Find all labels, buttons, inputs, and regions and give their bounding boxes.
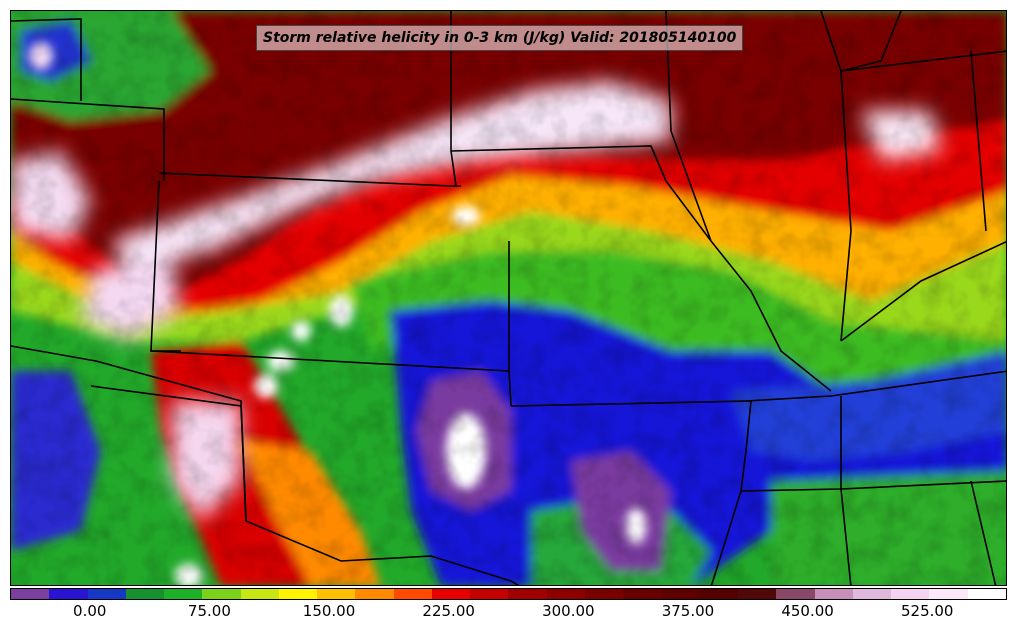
- colorbar-tick-label: 300.00: [542, 602, 595, 620]
- border-sd-ne: [158, 172, 461, 187]
- border-wi-mi: [820, 11, 902, 72]
- colorbar-segment: [929, 589, 968, 599]
- border-mt: [11, 18, 82, 101]
- colorbar-tick-label: 375.00: [661, 602, 715, 620]
- colorbar-segment: [355, 589, 394, 599]
- colorbar-tick-label: 75.00: [187, 602, 231, 620]
- colorbar: [10, 588, 1007, 600]
- colorbar-segment: [317, 589, 356, 599]
- colorbar-segment: [11, 589, 50, 599]
- colorbar-segment: [393, 589, 432, 599]
- colorbar-segment: [87, 589, 126, 599]
- border-ar-tn: [745, 370, 1006, 402]
- colorbar-segment: [278, 589, 318, 599]
- colorbar-segment: [891, 589, 930, 599]
- border-mo-il: [710, 240, 832, 392]
- colorbar-segment: [814, 589, 853, 599]
- border-ia-il: [665, 11, 712, 242]
- map-title: Storm relative helicity in 0-3 km (J/kg)…: [256, 25, 744, 51]
- colorbar-segment: [623, 589, 662, 599]
- border-ia-mo: [450, 145, 712, 242]
- colorbar-segment: [240, 589, 279, 599]
- colorbar-segment: [967, 589, 1006, 599]
- colorbar-tick-label: 150.00: [302, 602, 356, 620]
- colorbar-tick-label: 0.00: [73, 602, 107, 620]
- colorbar-segment: [125, 589, 165, 599]
- helicity-field-svg: [11, 11, 1006, 585]
- colorbar-segment: [852, 589, 892, 599]
- border-il-in: [840, 70, 852, 342]
- colorbar-tick-label: 525.00: [900, 602, 954, 620]
- colorbar-segment: [431, 589, 471, 599]
- colorbar-segment: [699, 589, 739, 599]
- border-ks-n: [150, 350, 510, 372]
- border-al-ga: [970, 480, 997, 585]
- colorbar-segment: [508, 589, 547, 599]
- border-ok: [90, 385, 520, 585]
- border-ms-al: [840, 396, 852, 585]
- border-ks-mo: [508, 241, 512, 407]
- border-in-oh: [970, 50, 987, 232]
- colorbar-tick-label: 450.00: [781, 602, 834, 620]
- border-wy-sd: [11, 98, 165, 181]
- colorbar-segment: [202, 589, 241, 599]
- colorbar-segment: [546, 589, 585, 599]
- colorbar-segment: [738, 589, 777, 599]
- border-ok-ar: [510, 400, 752, 585]
- colorbar-segment: [776, 589, 815, 599]
- state-boundaries: [11, 11, 1006, 585]
- colorbar-segment: [584, 589, 624, 599]
- colorbar-segment: [661, 589, 700, 599]
- colorbar-tick-label: 225.00: [422, 602, 475, 620]
- colorbar-segment: [49, 589, 88, 599]
- helicity-map: Storm relative helicity in 0-3 km (J/kg)…: [10, 10, 1007, 586]
- border-mi: [840, 50, 1006, 72]
- border-ky: [840, 241, 1006, 342]
- colorbar-segment: [164, 589, 203, 599]
- colorbar-segment: [470, 589, 509, 599]
- colorbar-labels: 0.00 75.00 150.00 225.00 300.00 375.00 450.00 5…: [10, 602, 1007, 626]
